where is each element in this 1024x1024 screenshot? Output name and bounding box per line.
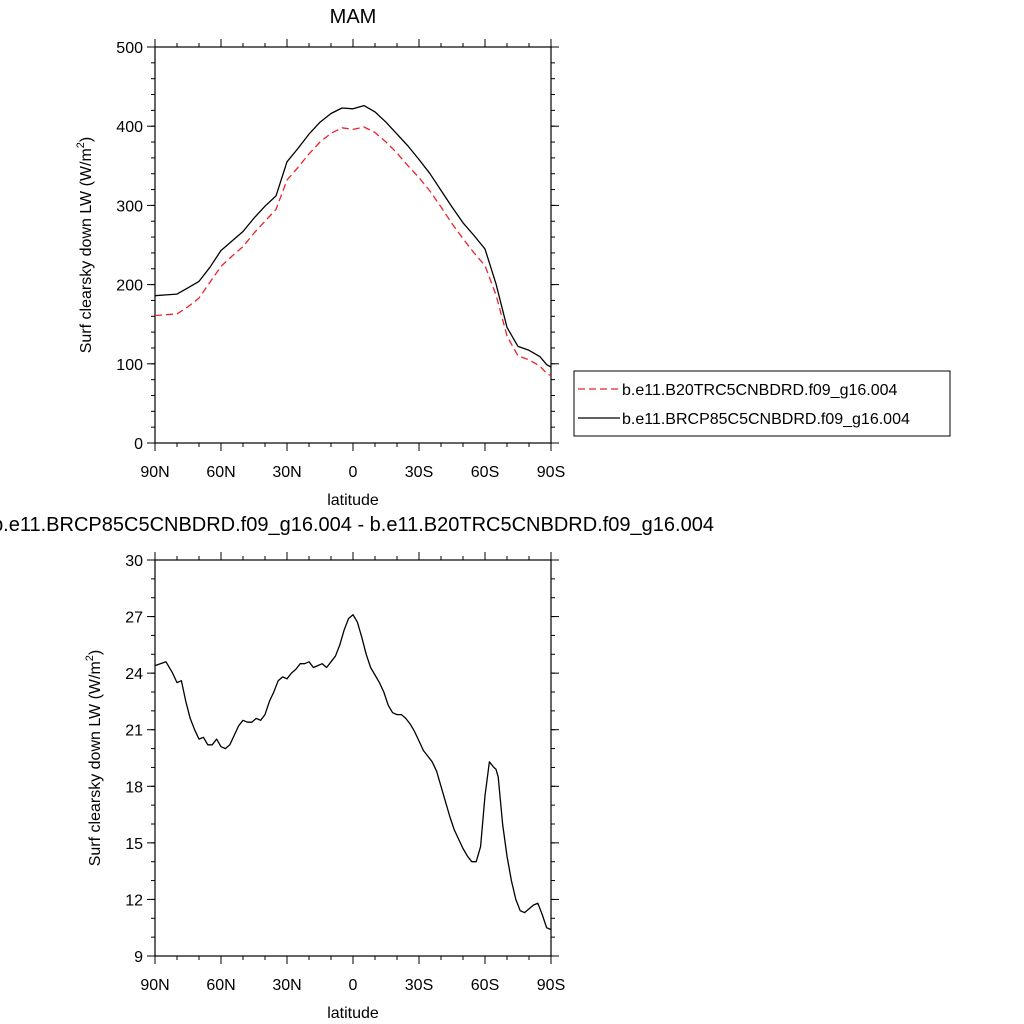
top-x-tick-label: 30N [272, 464, 301, 481]
legend-box [573, 370, 951, 437]
chart-top-ylabel: Surf clearsky down LW (W/m2) [75, 137, 95, 354]
top-x-tick-label: 60S [471, 464, 499, 481]
bot-y-tick-label: 15 [125, 836, 143, 853]
chart-bottom-ylabel-suffix: ) [87, 650, 104, 655]
chart-bottom-x-tick-labels: 90N 60N 30N 0 30S 60S 90S [140, 977, 565, 994]
chart-bottom-ticks [147, 552, 559, 964]
bot-x-tick-label: 30S [405, 977, 433, 994]
bot-y-tick-label: 9 [134, 949, 143, 966]
bot-series-line-0 [154, 614, 552, 931]
chart-bottom-ylabel-text: Surf clearsky down LW (W/m [87, 661, 104, 866]
bot-x-tick-label: 60S [471, 977, 499, 994]
top-x-tick-label: 0 [349, 464, 358, 481]
chart-bottom: b.e11.BRCP85C5CNBDRD.f09_g16.004 - b.e11… [0, 514, 714, 1022]
top-series-line-0 [154, 126, 552, 377]
top-y-tick-label: 200 [116, 278, 143, 295]
bot-y-tick-label: 21 [125, 723, 143, 740]
chart-top-ticks [147, 39, 559, 451]
chart-top-x-tick-labels: 90N 60N 30N 0 30S 60S 90S [140, 464, 565, 481]
top-x-tick-label: 60N [206, 464, 235, 481]
top-series-line-1 [154, 104, 552, 368]
top-x-tick-label: 90S [537, 464, 565, 481]
chart-bottom-y-tick-labels: 9 12 15 18 21 24 27 30 [125, 553, 143, 966]
chart-top-series [154, 104, 552, 377]
bot-x-tick-label: 60N [206, 977, 235, 994]
chart-top-frame [154, 46, 552, 444]
chart-bottom-frame [154, 559, 552, 957]
chart-top-ylabel-suffix: ) [78, 137, 95, 142]
bot-y-tick-label: 24 [125, 666, 143, 683]
bot-y-tick-label: 30 [125, 553, 143, 570]
legend-label-1: b.e11.BRCP85C5CNBDRD.f09_g16.004 [622, 411, 910, 428]
chart-bottom-series [154, 614, 552, 931]
top-y-tick-label: 0 [134, 436, 143, 453]
chart-top-ylabel-text: Surf clearsky down LW (W/m [78, 148, 95, 353]
bot-x-tick-label: 90N [140, 977, 169, 994]
chart-top-xlabel: latitude [327, 492, 379, 509]
chart-bottom-title: b.e11.BRCP85C5CNBDRD.f09_g16.004 - b.e11… [0, 514, 714, 536]
legend-label-0: b.e11.B20TRC5CNBDRD.f09_g16.004 [622, 382, 898, 399]
top-y-tick-label: 500 [116, 40, 143, 57]
top-y-tick-label: 100 [116, 357, 143, 374]
top-x-tick-label: 90N [140, 464, 169, 481]
chart-top-y-tick-labels: 0 100 200 300 400 500 [116, 40, 143, 453]
legend: b.e11.B20TRC5CNBDRD.f09_g16.004 b.e11.BR… [573, 370, 951, 437]
top-y-tick-label: 300 [116, 198, 143, 215]
bot-x-tick-label: 0 [349, 977, 358, 994]
bot-x-tick-label: 90S [537, 977, 565, 994]
bot-y-tick-label: 18 [125, 779, 143, 796]
bot-y-tick-label: 12 [125, 892, 143, 909]
chart-top-ylabel-superscript: 2 [75, 142, 87, 148]
chart-bottom-xlabel: latitude [327, 1005, 379, 1022]
top-y-tick-label: 400 [116, 119, 143, 136]
chart-top: MAM 0 100 200 300 400 500 90N 60N 30N 0 30S 60S 90S… [75, 6, 565, 509]
chart-bottom-ylabel: Surf clearsky down LW (W/m2) [84, 650, 104, 867]
bot-y-tick-label: 27 [125, 610, 143, 627]
top-x-tick-label: 30S [405, 464, 433, 481]
chart-bottom-ylabel-superscript: 2 [84, 655, 96, 661]
bot-x-tick-label: 30N [272, 977, 301, 994]
chart-top-title: MAM [330, 6, 377, 28]
